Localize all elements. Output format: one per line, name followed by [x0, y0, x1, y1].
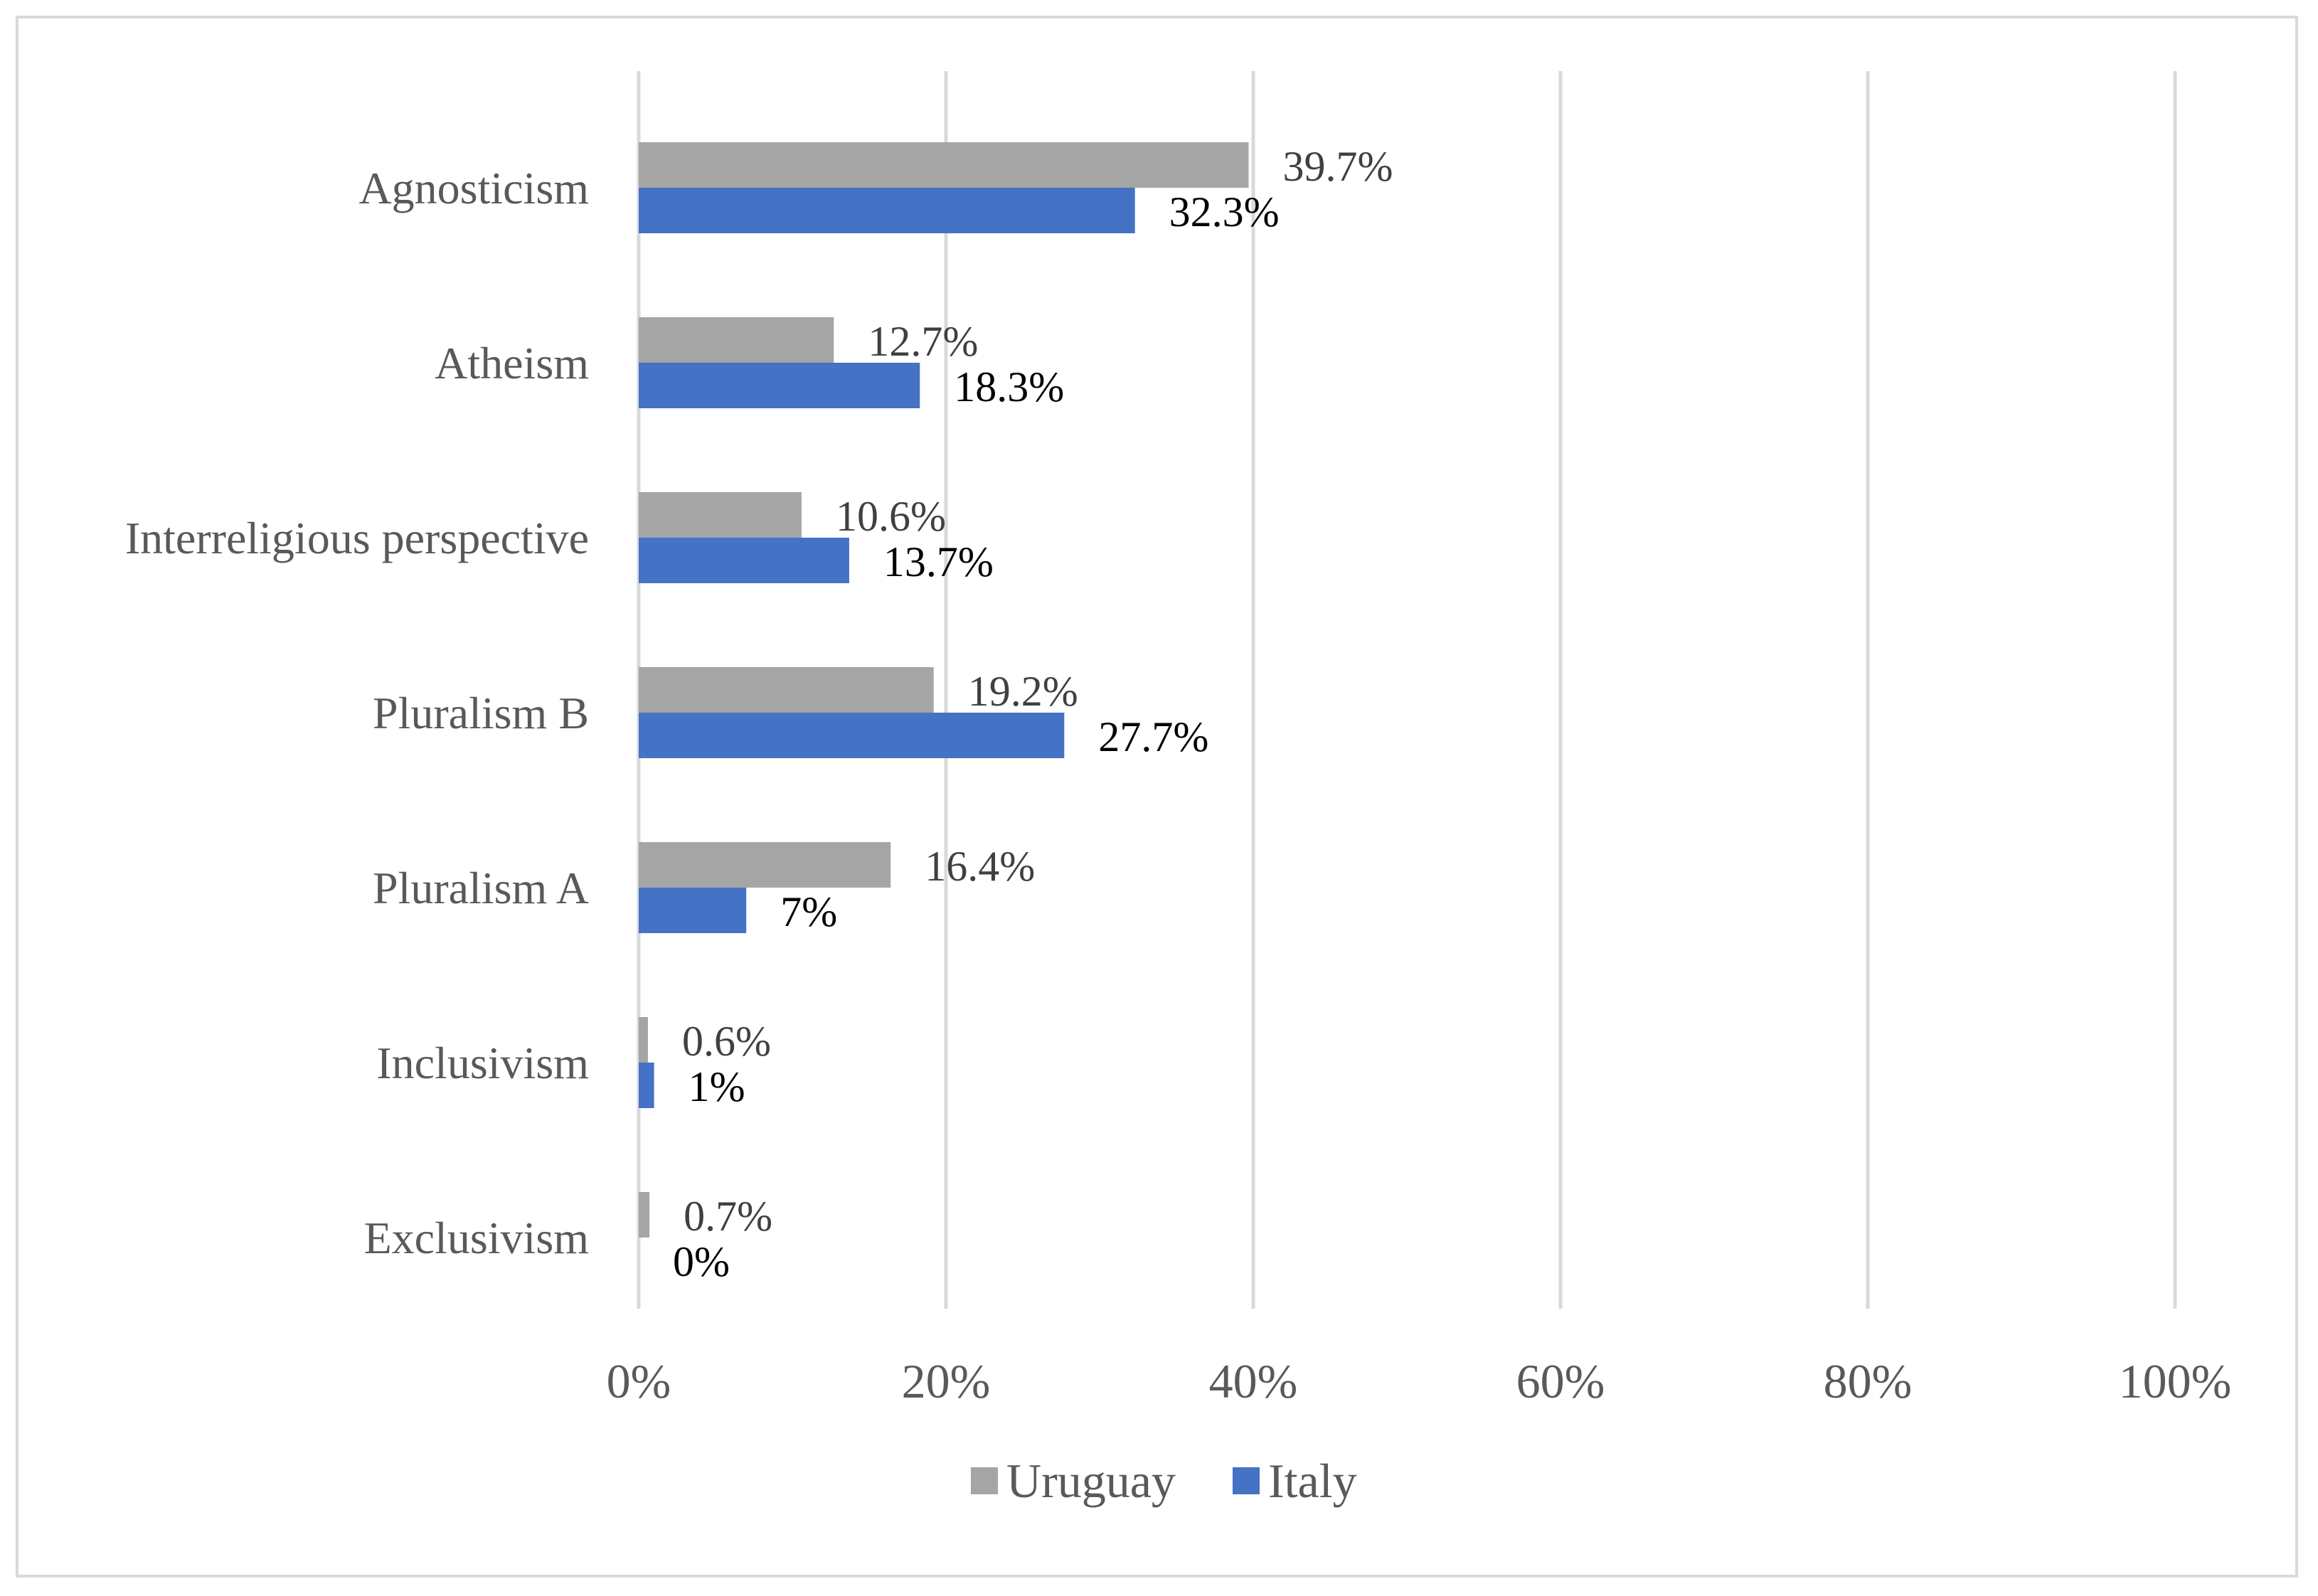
- data-label-uruguay: 39.7%: [1283, 143, 1393, 190]
- legend-label-italy: Italy: [1268, 1454, 1357, 1508]
- bar-uruguay: [639, 667, 934, 713]
- category-label: Exclusivism: [364, 1213, 589, 1263]
- data-label-italy: 27.7%: [1098, 713, 1208, 760]
- chart-frame: [16, 16, 2298, 1578]
- x-tick-label: 60%: [1516, 1354, 1605, 1408]
- x-tick-label: 40%: [1209, 1354, 1298, 1408]
- category-label: Pluralism A: [373, 863, 589, 913]
- bar-italy: [639, 363, 920, 408]
- x-tick-label: 100%: [2119, 1354, 2232, 1408]
- data-label-uruguay: 10.6%: [836, 493, 946, 540]
- x-tick-label: 20%: [902, 1354, 991, 1408]
- bar-italy: [639, 888, 747, 933]
- category-label: Interreligious perspective: [125, 513, 589, 563]
- data-label-italy: 32.3%: [1169, 188, 1280, 235]
- bar-italy: [639, 713, 1065, 758]
- data-label-uruguay: 12.7%: [868, 318, 978, 365]
- bar-uruguay: [639, 317, 834, 363]
- bar-italy: [639, 188, 1135, 233]
- category-label: Inclusivism: [376, 1038, 589, 1088]
- legend-swatch-italy: [1233, 1467, 1260, 1494]
- data-label-uruguay: 0.7%: [684, 1193, 772, 1240]
- category-label: Agnosticism: [358, 163, 589, 213]
- bar-uruguay: [639, 142, 1249, 188]
- bar-uruguay: [639, 1192, 650, 1238]
- data-label-italy: 7%: [780, 888, 837, 935]
- data-label-uruguay: 0.6%: [682, 1018, 771, 1065]
- legend-label-uruguay: Uruguay: [1006, 1454, 1176, 1508]
- legend-swatch-uruguay: [971, 1467, 998, 1494]
- bar-uruguay: [639, 842, 891, 888]
- category-label: Atheism: [435, 338, 589, 388]
- category-label: Pluralism B: [373, 688, 589, 738]
- data-label-uruguay: 16.4%: [925, 843, 1035, 890]
- x-tick-label: 80%: [1824, 1354, 1913, 1408]
- data-label-uruguay: 19.2%: [968, 668, 1078, 715]
- data-label-italy: 0%: [673, 1238, 730, 1285]
- bar-italy: [639, 538, 849, 583]
- data-label-italy: 1%: [689, 1063, 745, 1110]
- data-label-italy: 18.3%: [954, 363, 1064, 410]
- bar-italy: [639, 1063, 654, 1108]
- bar-uruguay: [639, 1017, 648, 1063]
- bar-uruguay: [639, 492, 802, 538]
- x-tick-label: 0%: [607, 1354, 671, 1408]
- data-label-italy: 13.7%: [883, 538, 994, 585]
